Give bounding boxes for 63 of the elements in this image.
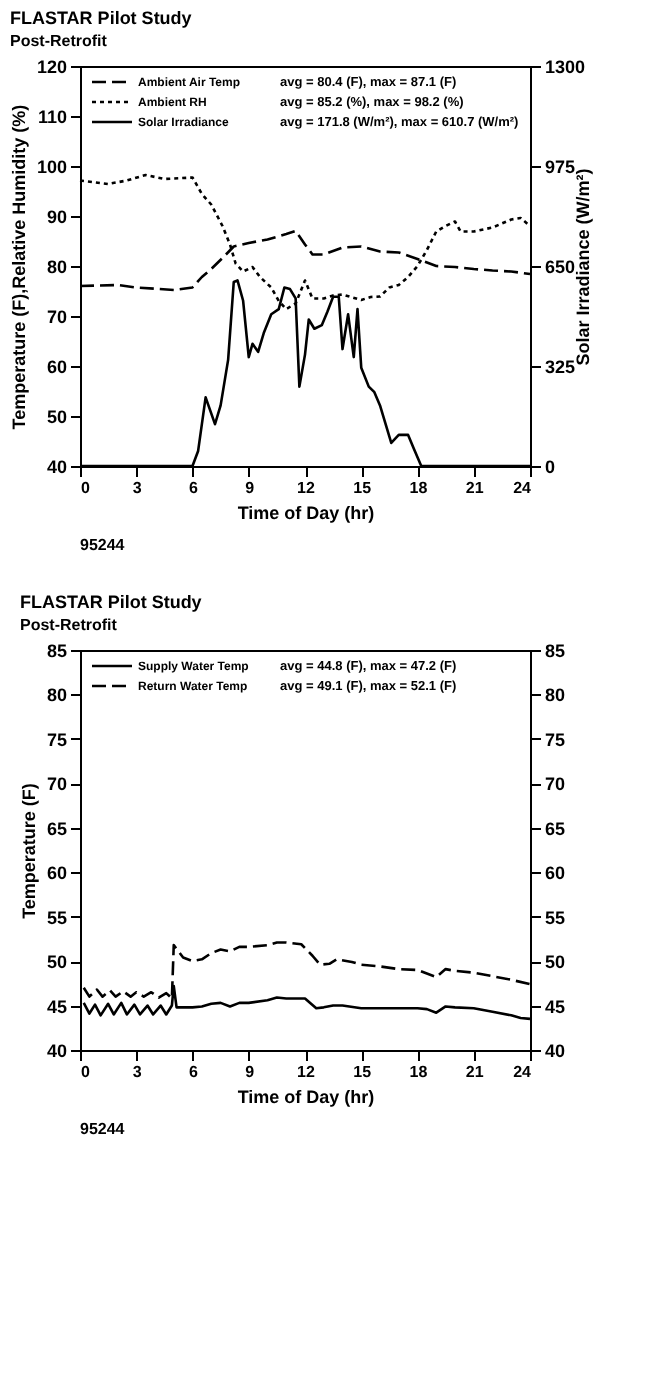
y-tick-label: 45 (46, 996, 67, 1017)
chart-subtitle: Post-Retrofit (19, 616, 118, 634)
y-tick-label: 50 (46, 407, 67, 427)
y2-tick-label: 975 (545, 157, 576, 177)
x-tick-label: 6 (189, 479, 200, 497)
x-axis-title: Time of Day (hr) (237, 1087, 375, 1107)
x-tick-label: 9 (245, 1063, 256, 1081)
x-tick-label: 12 (297, 479, 316, 497)
x-tick-label: 24 (513, 479, 533, 497)
y-tick-label: 80 (46, 257, 67, 277)
y2-tick-label: 60 (545, 863, 566, 884)
x-tick-label: 21 (465, 1063, 485, 1081)
y2-tick-label: 45 (545, 996, 566, 1017)
y-axis-title: Temperature (F) (18, 783, 39, 919)
x-tick-label: 18 (409, 479, 429, 497)
y2-tick-label: 70 (545, 774, 566, 795)
chart-subtitle: Post-Retrofit (9, 32, 108, 50)
chart-title: FLASTAR Pilot Study (19, 592, 202, 612)
x-tick-label: 21 (465, 479, 485, 497)
x-tick-label: 12 (297, 1063, 316, 1081)
x-tick-label: 3 (132, 1063, 143, 1081)
y2-tick-label: 1300 (545, 57, 586, 77)
x-tick-label: 6 (189, 1063, 200, 1081)
y2-tick-label: 65 (545, 818, 566, 839)
y-tick-label: 70 (46, 774, 67, 795)
x-tick-label: 15 (353, 1063, 373, 1081)
y2-tick-label: 40 (545, 1041, 566, 1061)
y-tick-label: 90 (46, 207, 67, 227)
y-tick-label: 60 (46, 863, 67, 884)
text: 95244 (80, 1120, 126, 1138)
y-tick-label: 100 (36, 157, 67, 177)
y-tick-label: 75 (46, 729, 67, 750)
y-tick-label: 55 (46, 907, 67, 928)
y2-tick-label: 75 (545, 729, 566, 750)
y2-tick-label: 85 (545, 641, 566, 661)
y-tick-label: 65 (46, 818, 67, 839)
x-tick-label: 0 (81, 1063, 91, 1081)
y2-tick-label: 325 (545, 357, 576, 377)
y-tick-label: 60 (46, 357, 67, 377)
y2-tick-label: 50 (545, 952, 566, 973)
y2-tick-label: 0 (545, 457, 556, 477)
y-tick-label: 40 (46, 457, 67, 477)
y-tick-label: 110 (37, 107, 67, 127)
x-tick-label: 0 (81, 479, 91, 497)
x-tick-label: 3 (132, 479, 143, 497)
y2-axis-title: Solar Irradiance (W/m²) (573, 168, 594, 366)
y-axis-title: Temperature (F),Relative Humidity (%) (8, 104, 29, 430)
x-tick-label: 9 (245, 479, 256, 497)
y-tick-label: 85 (46, 641, 67, 661)
y2-tick-label: 55 (545, 907, 566, 928)
x-tick-label: 18 (409, 1063, 429, 1081)
x-axis-title: Time of Day (hr) (237, 503, 375, 523)
y2-tick-label: 650 (545, 257, 576, 277)
chart-title: FLASTAR Pilot Study (9, 8, 192, 28)
x-tick-label: 24 (513, 1063, 533, 1081)
y-tick-label: 80 (46, 685, 67, 706)
y2-tick-label: 80 (545, 685, 566, 706)
y-tick-label: 40 (46, 1041, 67, 1061)
x-tick-label: 15 (353, 479, 373, 497)
y-tick-label: 50 (46, 952, 67, 973)
text: 95244 (80, 536, 126, 554)
y-tick-label: 120 (36, 57, 67, 77)
y-tick-label: 70 (46, 307, 67, 327)
